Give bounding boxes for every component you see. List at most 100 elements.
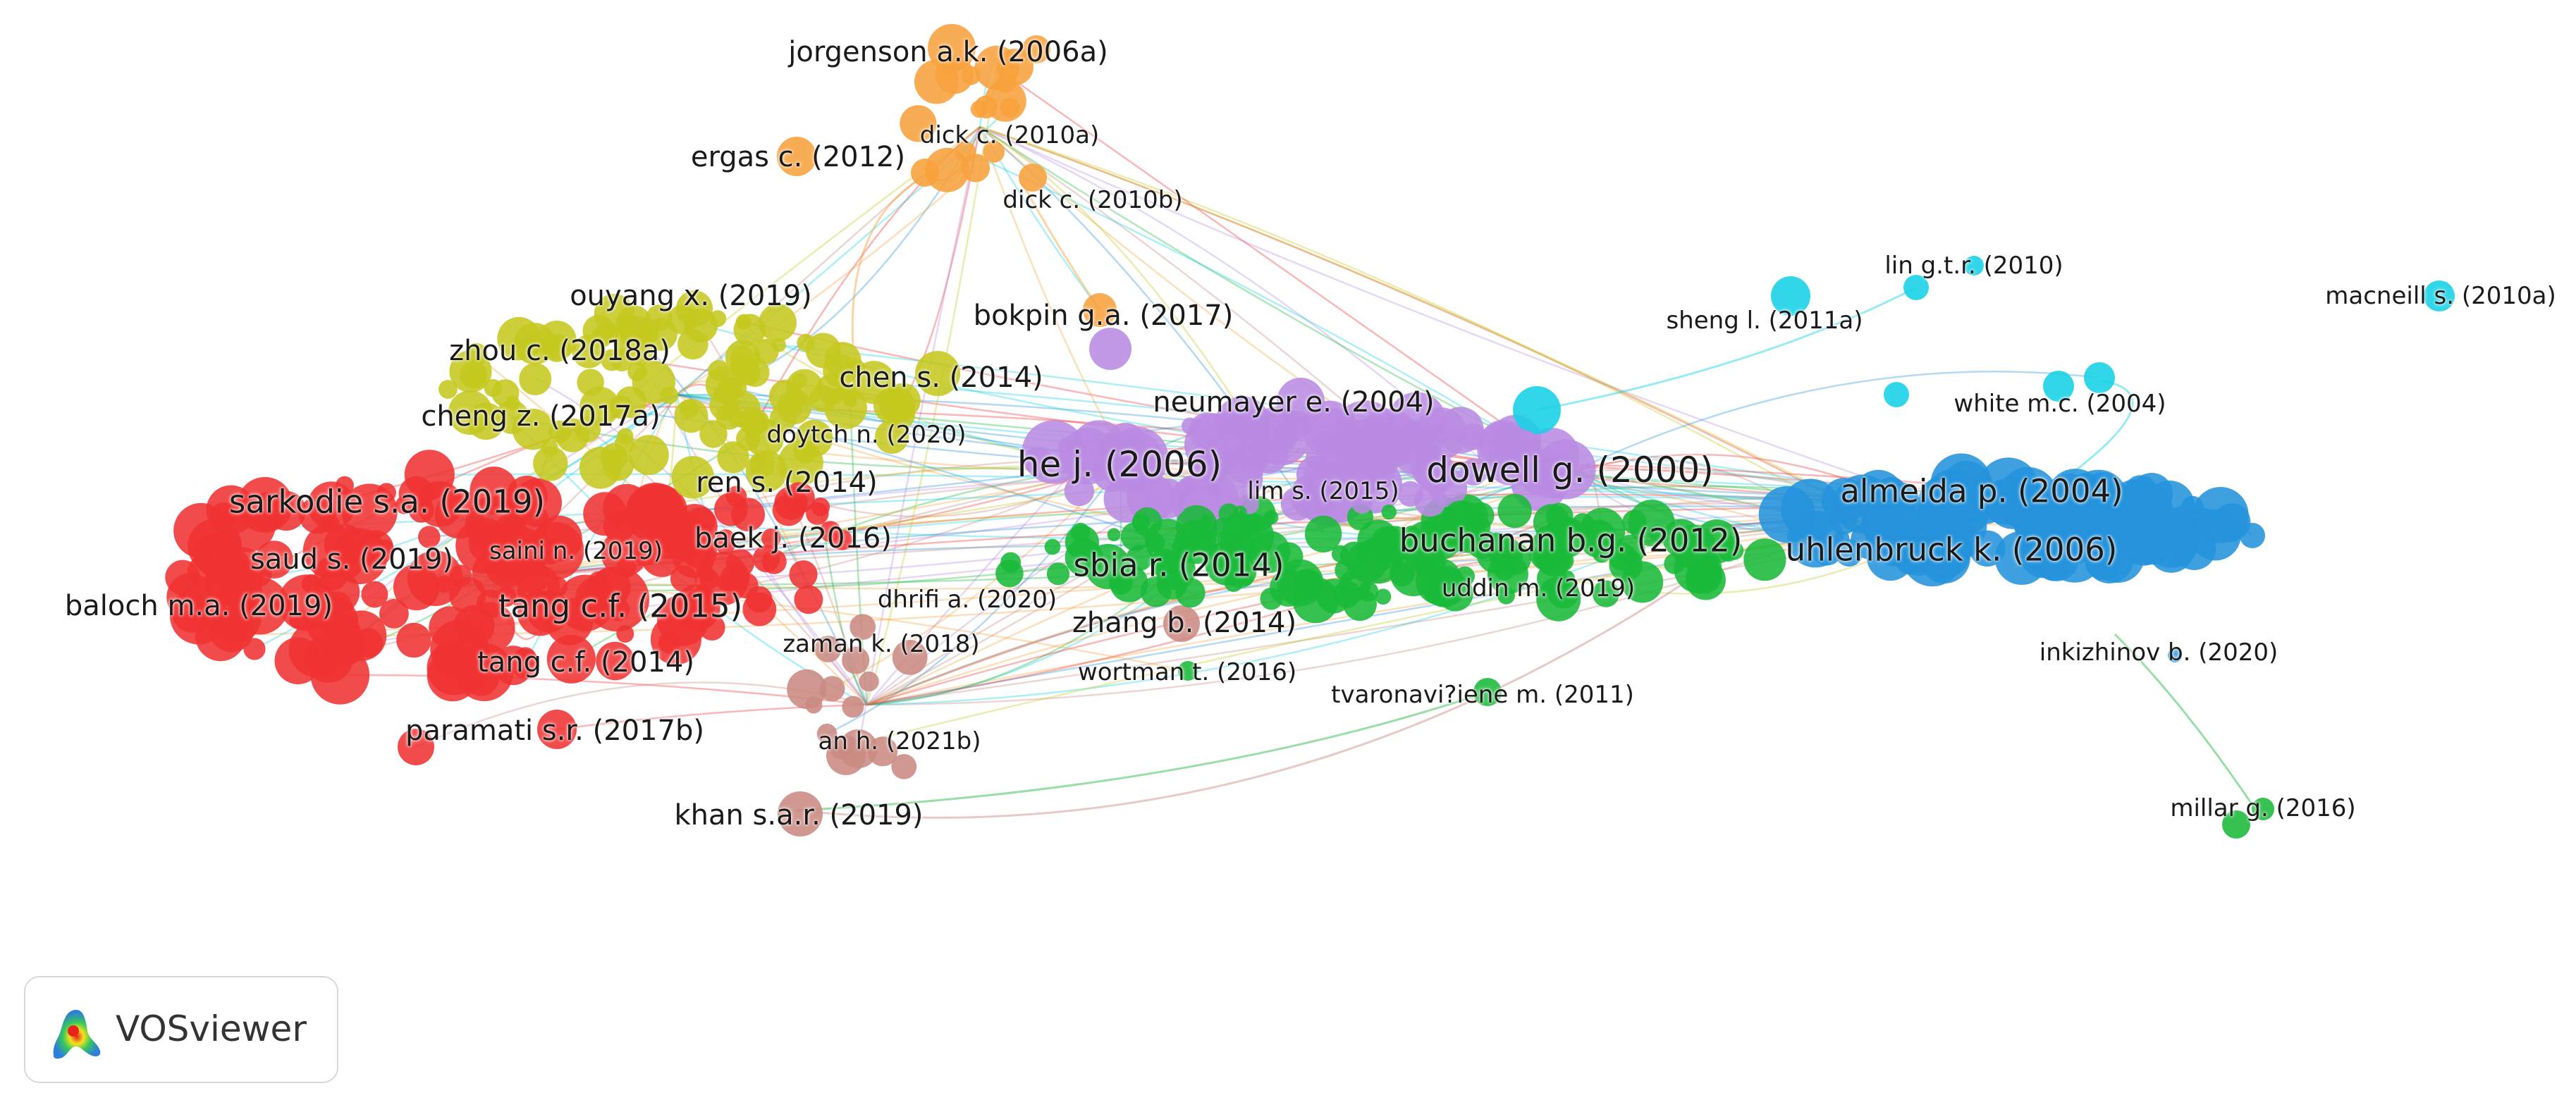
publication-node[interactable] bbox=[727, 378, 747, 398]
publication-node[interactable] bbox=[493, 514, 527, 547]
publication-node[interactable] bbox=[470, 467, 518, 515]
publication-node[interactable] bbox=[1182, 417, 1198, 435]
publication-node[interactable] bbox=[1460, 458, 1488, 486]
publication-node[interactable] bbox=[1147, 478, 1188, 519]
publication-node[interactable] bbox=[1358, 581, 1379, 602]
publication-node[interactable] bbox=[1351, 492, 1373, 514]
publication-node[interactable] bbox=[814, 636, 842, 662]
publication-node[interactable] bbox=[2035, 507, 2056, 526]
publication-node[interactable] bbox=[842, 393, 857, 408]
publication-node[interactable] bbox=[829, 736, 852, 759]
publication-node[interactable] bbox=[859, 671, 879, 692]
publication-node[interactable] bbox=[1390, 561, 1415, 587]
publication-node[interactable] bbox=[632, 540, 658, 566]
publication-node[interactable] bbox=[213, 529, 242, 557]
publication-node[interactable] bbox=[376, 483, 396, 502]
publication-node[interactable] bbox=[617, 428, 634, 445]
node-label[interactable]: lin g.t.r. (2010) bbox=[1884, 252, 2063, 280]
publication-node[interactable] bbox=[713, 385, 731, 403]
publication-node[interactable] bbox=[1461, 519, 1475, 533]
publication-node[interactable] bbox=[783, 482, 815, 514]
node-label[interactable]: macneill s. (2010a) bbox=[2325, 282, 2556, 310]
publication-node[interactable] bbox=[793, 440, 817, 464]
publication-node[interactable] bbox=[809, 385, 837, 412]
publication-node[interactable] bbox=[892, 640, 928, 675]
publication-node[interactable] bbox=[1485, 535, 1510, 560]
publication-node[interactable] bbox=[842, 646, 870, 674]
publication-node[interactable] bbox=[677, 328, 709, 360]
node-label[interactable]: ren s. (2014) bbox=[696, 467, 878, 499]
publication-node[interactable] bbox=[434, 643, 466, 675]
publication-node[interactable] bbox=[505, 395, 520, 410]
publication-node[interactable] bbox=[736, 426, 761, 451]
publication-node[interactable] bbox=[211, 502, 237, 528]
publication-node[interactable] bbox=[1127, 544, 1153, 572]
publication-node[interactable] bbox=[1296, 569, 1320, 593]
publication-node[interactable] bbox=[717, 441, 749, 474]
node-label[interactable]: inkizhinov b. (2020) bbox=[2039, 638, 2278, 667]
node-label[interactable]: dhrifi a. (2020) bbox=[877, 586, 1057, 614]
publication-node[interactable] bbox=[1046, 562, 1070, 586]
publication-node[interactable] bbox=[1096, 433, 1123, 459]
publication-node[interactable] bbox=[2065, 507, 2083, 525]
publication-node[interactable] bbox=[1064, 476, 1095, 507]
publication-node[interactable] bbox=[708, 359, 730, 382]
publication-node[interactable] bbox=[247, 561, 272, 587]
publication-node[interactable] bbox=[915, 351, 960, 396]
publication-node[interactable] bbox=[1109, 571, 1133, 595]
publication-node[interactable] bbox=[1545, 522, 1560, 538]
publication-node[interactable] bbox=[1552, 550, 1574, 572]
node-label[interactable]: saud s. (2019) bbox=[250, 543, 454, 576]
publication-node[interactable] bbox=[805, 696, 823, 714]
node-label[interactable]: wortman t. (2016) bbox=[1077, 658, 1297, 686]
node-label[interactable]: sbia r. (2014) bbox=[1073, 546, 1284, 584]
publication-node[interactable] bbox=[759, 304, 797, 342]
publication-node[interactable] bbox=[911, 159, 939, 187]
publication-node[interactable] bbox=[1848, 497, 1865, 513]
publication-node[interactable] bbox=[1024, 447, 1053, 476]
publication-node[interactable] bbox=[2252, 798, 2274, 820]
publication-node[interactable] bbox=[609, 395, 633, 419]
publication-node[interactable] bbox=[1274, 542, 1304, 572]
publication-node[interactable] bbox=[995, 73, 1017, 94]
node-label[interactable]: zaman k. (2018) bbox=[783, 630, 980, 658]
publication-node[interactable] bbox=[850, 614, 876, 640]
publication-node[interactable] bbox=[667, 304, 697, 335]
node-label[interactable]: paramati s.r. (2017b) bbox=[405, 715, 705, 747]
publication-node[interactable] bbox=[831, 529, 852, 550]
publication-node[interactable] bbox=[698, 566, 715, 583]
publication-node[interactable] bbox=[1356, 476, 1376, 496]
node-label[interactable]: buchanan b.g. (2012) bbox=[1399, 521, 1743, 560]
publication-node[interactable] bbox=[1212, 517, 1233, 538]
publication-node[interactable] bbox=[2125, 483, 2143, 502]
publication-node[interactable] bbox=[2019, 505, 2040, 527]
publication-node[interactable] bbox=[1497, 493, 1532, 529]
publication-node[interactable] bbox=[393, 564, 440, 611]
publication-node[interactable] bbox=[2001, 478, 2026, 503]
publication-node[interactable] bbox=[1520, 458, 1557, 495]
publication-node[interactable] bbox=[680, 400, 699, 419]
publication-node[interactable] bbox=[732, 572, 759, 599]
publication-node[interactable] bbox=[699, 614, 725, 641]
node-label[interactable]: tang c.f. (2015) bbox=[498, 587, 743, 625]
publication-node[interactable] bbox=[509, 588, 527, 606]
node-label[interactable]: zhang b. (2014) bbox=[1072, 607, 1297, 639]
publication-node[interactable] bbox=[1413, 546, 1446, 579]
publication-node[interactable] bbox=[321, 514, 340, 533]
publication-node[interactable] bbox=[1116, 450, 1135, 469]
publication-node[interactable] bbox=[481, 526, 501, 547]
publication-node[interactable] bbox=[842, 696, 864, 718]
publication-node[interactable] bbox=[1870, 533, 1886, 549]
node-label[interactable]: tvaronavi?iene m. (2011) bbox=[1331, 681, 1634, 709]
publication-node[interactable] bbox=[891, 754, 917, 779]
publication-node[interactable] bbox=[1280, 486, 1315, 521]
publication-node[interactable] bbox=[1375, 588, 1392, 605]
publication-node[interactable] bbox=[789, 560, 818, 589]
publication-node[interactable] bbox=[717, 574, 735, 591]
publication-node[interactable] bbox=[408, 497, 434, 523]
node-label[interactable]: lim s. (2015) bbox=[1247, 477, 1399, 505]
publication-node[interactable] bbox=[1743, 538, 1786, 581]
publication-node[interactable] bbox=[1415, 453, 1433, 471]
node-label[interactable]: millar g. (2016) bbox=[2170, 794, 2356, 822]
publication-node[interactable] bbox=[1976, 495, 1993, 512]
